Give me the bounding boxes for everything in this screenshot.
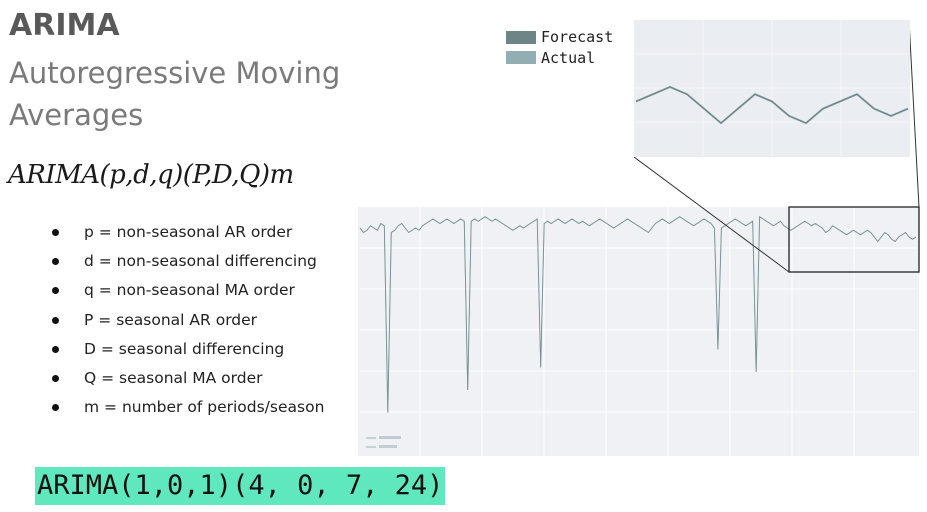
- main-legend-text-forecast: [379, 436, 401, 439]
- main-series: [359, 215, 917, 413]
- main-plot-area: [358, 207, 919, 456]
- legend-swatch-forecast: [506, 31, 536, 44]
- legend-swatch-actual: [506, 51, 536, 64]
- main-legend-text-actual: [379, 445, 397, 448]
- param-item-D: D = seasonal differencing: [52, 337, 324, 366]
- slide-subtitle: Autoregressive Moving Averages: [9, 56, 341, 132]
- param-item-p: p = non-seasonal AR order: [52, 220, 324, 249]
- main-grid: [360, 207, 916, 456]
- zoom-grid: [634, 20, 910, 157]
- slide-title: ARIMA: [9, 8, 120, 43]
- param-item-q: q = non-seasonal MA order: [52, 278, 324, 307]
- main-series-line-forecast: [359, 216, 917, 413]
- zoom-connector-right: [908, 19, 920, 208]
- param-item-P: P = seasonal AR order: [52, 308, 324, 337]
- parameter-list: p = non-seasonal AR order d = non-season…: [52, 220, 324, 424]
- zoom-series: [635, 85, 909, 125]
- zoom-region-box: [788, 206, 920, 273]
- param-item-m: m = number of periods/season: [52, 395, 324, 424]
- zoom-connector-left: [633, 156, 790, 273]
- zoom-series-line-forecast: [635, 86, 909, 124]
- arima-example-code: ARIMA(1,0,1)(4, 0, 7, 24): [35, 467, 446, 505]
- param-item-Q: Q = seasonal MA order: [52, 366, 324, 395]
- legend-label-forecast: Forecast: [541, 28, 613, 46]
- param-item-d: d = non-seasonal differencing: [52, 249, 324, 278]
- legend-label-actual: Actual: [541, 49, 595, 67]
- arima-formula: ARIMA(p,d,q)(P,D,Q)m: [8, 160, 294, 190]
